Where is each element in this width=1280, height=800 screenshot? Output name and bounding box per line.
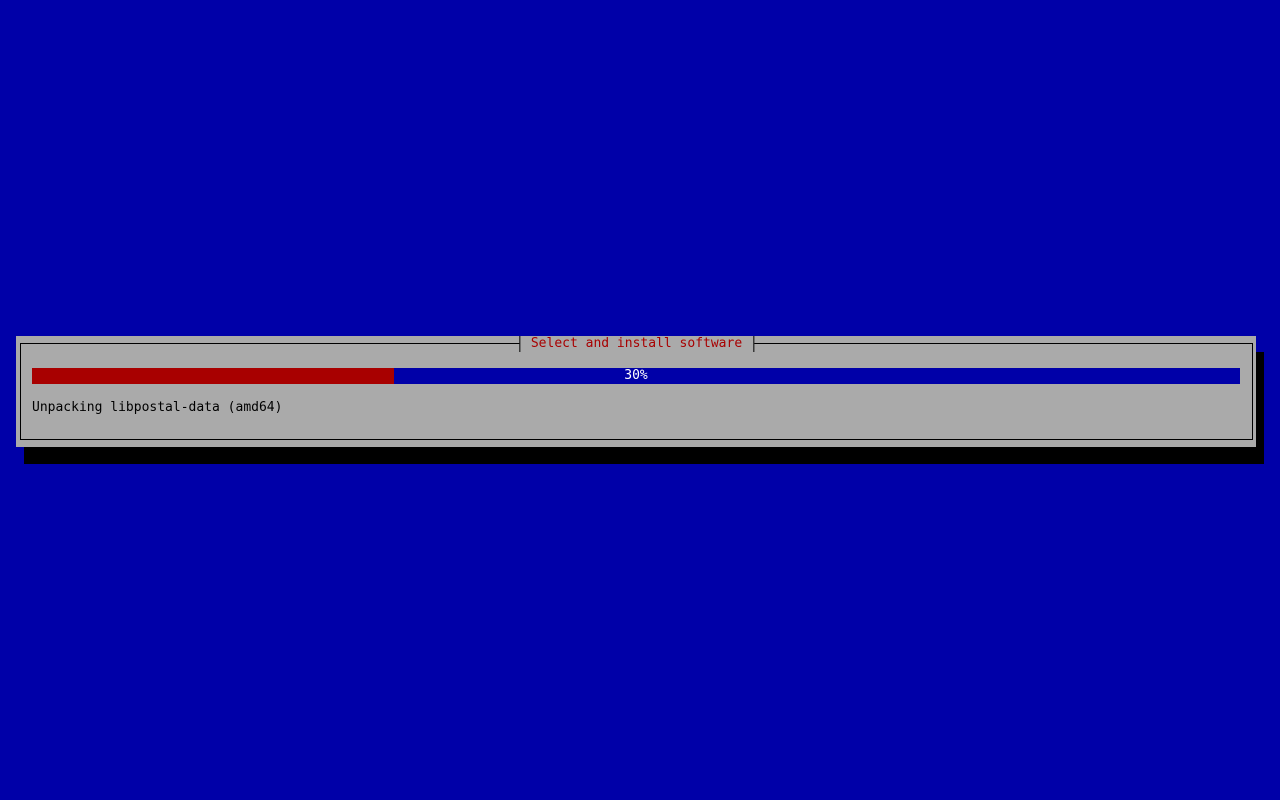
status-text: Unpacking libpostal-data (amd64) — [32, 400, 283, 415]
progress-fill — [32, 368, 395, 384]
dialog-frame: Select and install software — [20, 336, 1253, 440]
progress-percent-label: 30% — [624, 368, 648, 383]
progress-bar: 30% — [32, 368, 1240, 384]
dialog-title: Select and install software — [518, 336, 755, 352]
progress-dialog: Select and install software 30% Unpackin… — [16, 336, 1256, 447]
